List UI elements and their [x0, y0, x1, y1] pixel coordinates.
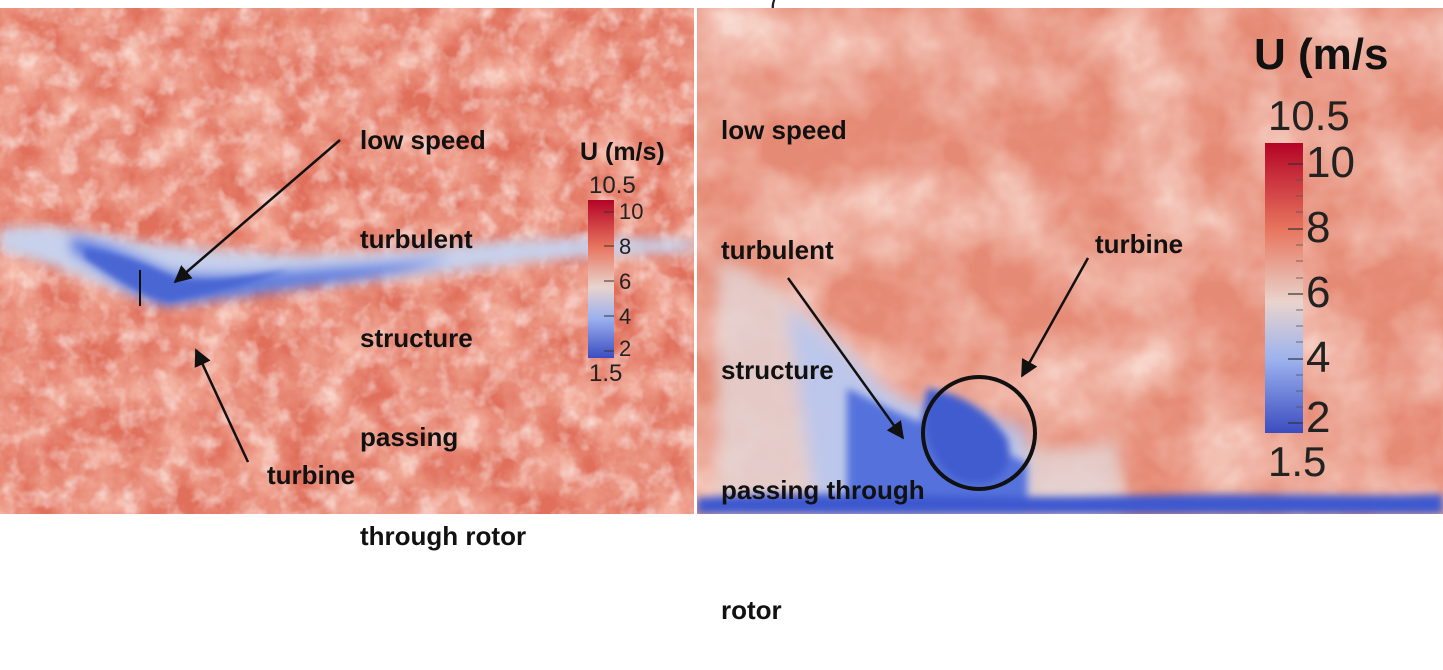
- annotation-line: low speed: [360, 125, 486, 155]
- top-caption-fragment: (: [700, 0, 880, 8]
- right-colorbar-tick: 8: [1306, 203, 1331, 252]
- left-velocity-field-panel: [0, 8, 694, 514]
- annotation-line: structure: [360, 323, 473, 353]
- left-colorbar-min: 1.5: [589, 360, 623, 387]
- right-colorbar-tick: 6: [1306, 268, 1331, 317]
- left-colorbar-tick: 6: [619, 269, 632, 294]
- right-turbine-label: turbine: [1095, 229, 1184, 259]
- left-colorbar-tick: 8: [619, 234, 632, 259]
- right-colorbar-min: 1.5: [1268, 438, 1327, 485]
- annotation-line: turbulent: [721, 235, 834, 265]
- left-colorbar-title: U (m/s): [580, 138, 665, 166]
- left-turbine-label: turbine: [267, 460, 356, 490]
- left-colorbar-tick: 2: [619, 336, 632, 361]
- right-colorbar-max: 10.5: [1268, 92, 1350, 139]
- left-annotation: low speed turbulent structure passing th…: [360, 58, 526, 586]
- right-colorbar-title: U (m/s: [1254, 30, 1389, 79]
- right-annotation: low speed turbulent structure passing th…: [721, 30, 925, 670]
- annotation-line: structure: [721, 355, 834, 385]
- annotation-line: through rotor: [360, 521, 527, 551]
- annotation-line: turbulent: [360, 224, 473, 254]
- left-velocity-field: [0, 8, 694, 514]
- left-colorbar-max: 10.5: [589, 172, 636, 199]
- right-colorbar-tick: 2: [1306, 393, 1331, 442]
- right-colorbar-tick: 10: [1306, 138, 1355, 187]
- annotation-line: rotor: [721, 595, 782, 625]
- right-colorbar-tick: 4: [1306, 333, 1331, 382]
- left-colorbar-tick: 10: [619, 199, 644, 224]
- annotation-line: passing: [360, 422, 459, 452]
- left-colorbar-tick: 4: [619, 304, 632, 329]
- annotation-line: passing through: [721, 475, 925, 505]
- annotation-line: low speed: [721, 115, 847, 145]
